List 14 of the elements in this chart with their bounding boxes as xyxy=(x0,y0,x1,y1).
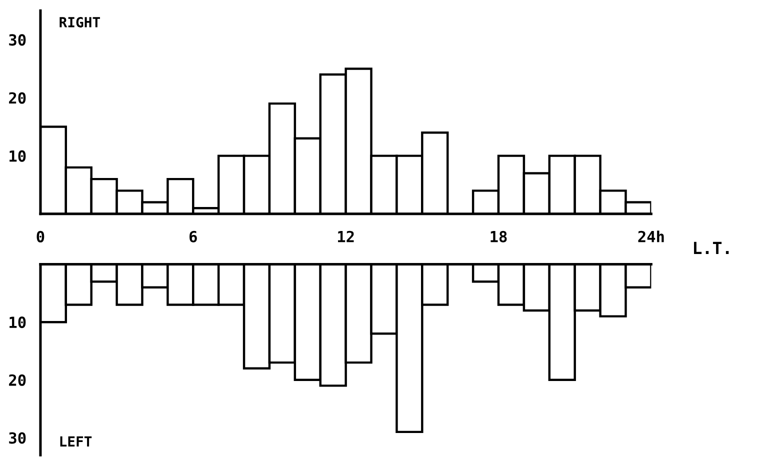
y-tick-label: 10 xyxy=(10,150,26,162)
y-tick-label: 20 xyxy=(9,374,26,386)
x-tick-label: 0 xyxy=(36,230,44,242)
chart-title: RIGHT xyxy=(60,16,100,28)
x-tick-label: 18 xyxy=(490,230,507,242)
y-tick-label: 30 xyxy=(9,34,26,46)
y-tick-label: 10 xyxy=(10,316,26,328)
x-axis-title: L.T. xyxy=(694,242,729,254)
y-tick-label: 20 xyxy=(9,92,26,104)
text: LEFT xyxy=(60,436,92,446)
x-tick-label: 24h xyxy=(638,230,664,242)
x-tick-label: 6 xyxy=(190,230,197,242)
x-tick-label: 12 xyxy=(338,230,354,242)
y-tick-label: 30 xyxy=(9,432,26,444)
